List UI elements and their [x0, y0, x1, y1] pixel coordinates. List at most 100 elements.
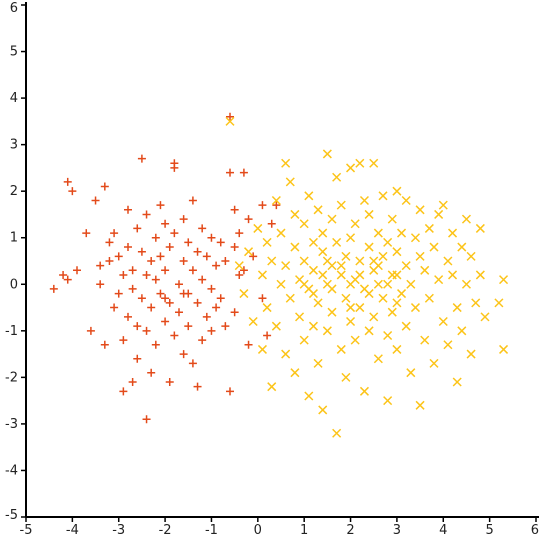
plus-marker	[221, 257, 230, 265]
x-tick-label: 6	[531, 523, 539, 535]
x-marker	[346, 163, 356, 173]
plus-marker	[165, 378, 174, 387]
plus-marker	[179, 215, 188, 224]
x-marker	[471, 298, 481, 308]
plus-marker	[272, 201, 281, 210]
plus-marker	[147, 368, 156, 377]
plus-marker	[119, 336, 128, 345]
x-marker	[397, 228, 407, 238]
x-marker	[322, 326, 332, 336]
x-marker	[318, 228, 328, 238]
x-marker	[373, 228, 383, 238]
plus-marker	[161, 317, 170, 326]
plus-marker	[147, 257, 156, 265]
x-marker	[299, 256, 309, 266]
x-marker	[313, 358, 323, 368]
plus-marker	[184, 238, 193, 247]
plus-marker	[128, 266, 137, 275]
plus-marker	[244, 215, 253, 224]
x-marker	[392, 247, 402, 257]
x-tick-label: -1	[205, 523, 218, 535]
x-marker	[346, 316, 356, 327]
plus-marker	[179, 257, 188, 265]
x-marker	[355, 158, 365, 168]
plus-marker	[142, 210, 151, 219]
y-tick-label: -5	[5, 508, 18, 523]
plus-marker	[207, 233, 216, 242]
x-marker	[332, 237, 342, 247]
plus-marker	[212, 303, 221, 312]
plus-marker	[263, 331, 272, 340]
plus-marker	[161, 219, 170, 228]
plus-marker	[124, 205, 132, 214]
x-marker	[262, 237, 272, 247]
plus-marker	[100, 182, 109, 191]
x-marker	[336, 270, 346, 280]
x-marker	[271, 321, 281, 331]
plus-marker	[212, 261, 221, 270]
plus-marker	[96, 261, 105, 270]
plus-marker	[161, 266, 170, 275]
x-tick-label: 0	[254, 523, 262, 535]
x-marker	[285, 177, 295, 187]
x-marker	[290, 368, 300, 378]
x-marker	[369, 312, 379, 322]
plus-marker	[105, 238, 114, 247]
x-marker	[299, 279, 309, 289]
x-marker	[336, 344, 346, 354]
x-marker	[364, 326, 374, 336]
plus-marker	[193, 382, 202, 391]
x-marker	[378, 251, 388, 261]
plus-marker	[142, 415, 151, 424]
x-tick-label: -3	[112, 523, 125, 535]
plus-marker	[188, 196, 197, 205]
plus-marker	[49, 284, 58, 293]
x-marker	[406, 368, 416, 378]
plus-marker	[156, 252, 165, 261]
plus-marker	[82, 229, 91, 238]
x-marker	[364, 242, 374, 252]
x-marker	[308, 321, 318, 331]
x-marker	[299, 219, 309, 229]
x-tick-label: -4	[66, 523, 79, 535]
x-marker	[281, 349, 291, 359]
plus-marker	[114, 252, 123, 261]
plus-marker	[165, 298, 174, 307]
x-tick-label: 4	[439, 523, 447, 535]
x-marker	[452, 377, 462, 387]
plus-marker	[179, 289, 188, 298]
x-marker	[355, 270, 365, 280]
x-marker	[448, 228, 458, 238]
plus-marker	[142, 270, 151, 279]
x-marker	[318, 405, 328, 415]
x-marker	[346, 279, 356, 289]
x-marker	[318, 247, 328, 257]
plus-marker	[207, 326, 216, 335]
x-marker	[415, 251, 425, 261]
x-marker	[359, 195, 369, 206]
plus-marker	[230, 243, 239, 252]
x-marker	[341, 251, 351, 261]
x-marker	[373, 279, 383, 289]
x-tick-label: 2	[346, 523, 354, 535]
x-marker	[225, 116, 235, 126]
plus-marker	[133, 224, 142, 233]
x-marker	[369, 256, 379, 266]
x-marker	[410, 233, 420, 243]
plus-marker	[156, 289, 165, 298]
plus-marker	[235, 270, 244, 279]
x-marker	[429, 358, 439, 368]
x-marker	[304, 191, 314, 201]
x-marker	[346, 233, 356, 243]
x-marker	[327, 284, 337, 294]
x-marker	[295, 312, 305, 322]
x-marker	[308, 265, 318, 275]
x-marker	[290, 209, 300, 219]
x-marker	[438, 316, 448, 327]
plus-marker	[198, 224, 207, 233]
plus-marker	[198, 275, 207, 284]
plus-marker	[59, 270, 68, 279]
plus-marker	[165, 243, 174, 252]
plus-marker	[193, 298, 202, 307]
x-marker	[244, 247, 254, 257]
